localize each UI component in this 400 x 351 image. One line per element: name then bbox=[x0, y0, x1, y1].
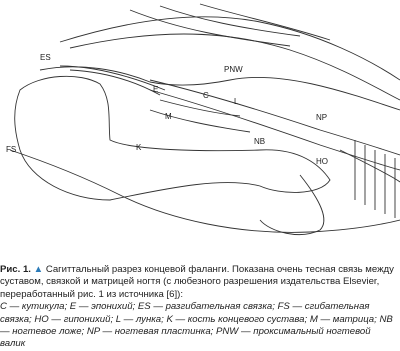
drawing bbox=[9, 3, 400, 235]
caption-number: Рис. 1. bbox=[0, 264, 31, 275]
caption: Рис. 1. ▲ Сагиттальный разрез концевой ф… bbox=[0, 264, 398, 351]
figure-label: C bbox=[203, 91, 209, 100]
figure-label: E bbox=[153, 85, 158, 94]
caption-marker: ▲ bbox=[33, 264, 44, 275]
caption-text: Сагиттальный разрез концевой фаланги. По… bbox=[0, 264, 394, 300]
figure-label: L bbox=[234, 97, 239, 106]
figure-label: FS bbox=[6, 145, 16, 154]
figure-label: M bbox=[165, 112, 172, 121]
caption-legend: C — кутикула; E — эпонихий; ES — разгиба… bbox=[0, 301, 393, 350]
figure: ES PNW E C L NP M FS K NB HO bbox=[6, 3, 400, 235]
figure-label: NP bbox=[316, 113, 327, 122]
page: ES PNW E C L NP M FS K NB HO Рис. 1. ▲ Сагиттальны… bbox=[0, 3, 400, 350]
figure-label: PNW bbox=[224, 65, 243, 74]
figure-label: HO bbox=[316, 157, 328, 166]
figure-label: K bbox=[136, 143, 142, 152]
figure-label: ES bbox=[40, 53, 51, 62]
figure-label: NB bbox=[254, 137, 265, 146]
